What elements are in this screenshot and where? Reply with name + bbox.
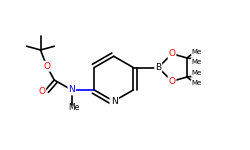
Text: Me: Me <box>192 49 202 55</box>
Text: N: N <box>110 97 117 106</box>
Text: N: N <box>112 97 118 106</box>
Text: O: O <box>168 49 175 58</box>
Text: O: O <box>38 87 45 96</box>
Text: Me: Me <box>192 70 202 76</box>
Text: Me: Me <box>69 103 80 112</box>
Text: Me: Me <box>191 80 202 86</box>
Text: O: O <box>43 62 50 71</box>
Text: N: N <box>68 85 75 94</box>
Text: B: B <box>155 63 161 72</box>
Text: O: O <box>168 77 175 86</box>
Text: Me: Me <box>191 59 202 65</box>
